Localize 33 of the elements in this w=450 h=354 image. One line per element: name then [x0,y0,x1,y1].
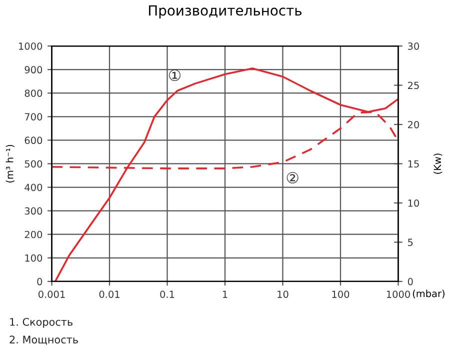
x-axis-title: (mbar) [412,290,444,298]
y-tick-label: 100 [25,254,42,262]
y-tick-label: 900 [24,66,42,74]
chart-title: Производительность [149,5,302,18]
x-tick-label: 10 [278,290,288,298]
y2-axis-title: (Kw) [434,154,442,174]
y-tick-label: 800 [24,90,42,97]
y2-tick-label: 15 [408,160,419,168]
x-tick-label: 1 [222,290,228,298]
y2-tick-label: 10 [408,199,420,207]
x-tick-label: 0.01 [99,290,120,298]
y-tick-label: 600 [24,136,42,144]
y2-tick-label: 5 [408,238,413,246]
y-tick-label: 400 [24,184,42,192]
y-tick-label: 1000 [19,42,42,50]
y-tick-label: 500 [24,160,42,168]
y-tick-label: 300 [24,207,42,215]
x-tick-label: 100 [332,290,350,298]
x-tick-label: 0.1 [160,290,174,298]
text: 1. Скорость [10,318,72,328]
annotation: ① [169,70,180,81]
y2-tick-label: 20 [408,120,420,128]
y2-tick-label: 25 [408,82,419,90]
y-axis-title: (m³ h⁻¹) [6,144,14,183]
y2-tick-label: 30 [408,42,420,50]
y-tick-label: 0 [37,278,42,286]
y-tick-label: 200 [24,230,42,238]
x-tick-label: 0.001 [38,290,65,298]
annotation: ② [286,172,298,184]
x-tick-label: 1000 [386,290,410,298]
y2-tick-label: 0 [408,278,413,286]
y-tick-label: 700 [24,113,42,120]
text: 2. Мощность [10,336,78,345]
